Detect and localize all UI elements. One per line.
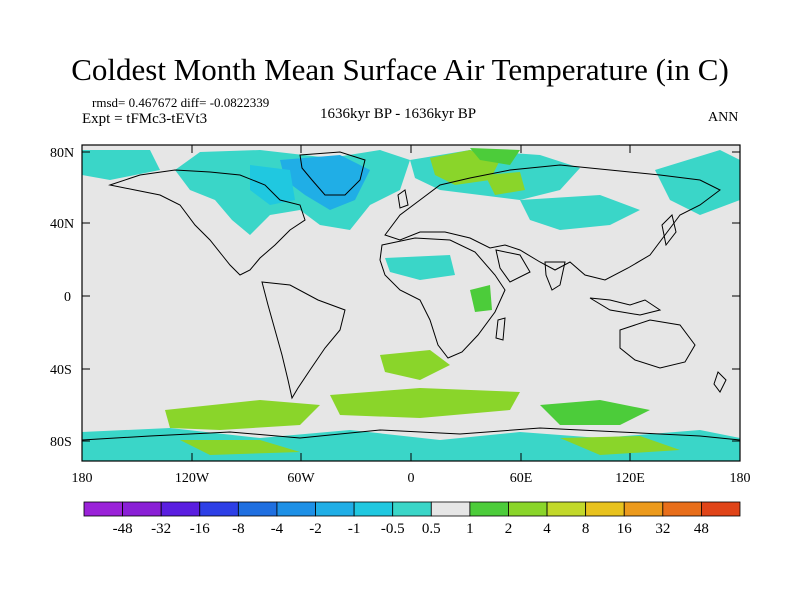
lon-label-60w: 60W xyxy=(287,471,315,486)
colorbar: -48 -32 -16 -8 -4 -2 -1 -0.5 0.5 1 2 4 8 16 32 48 xyxy=(83,501,741,537)
coast-south-america xyxy=(261,281,346,400)
lon-label-180e: 180 xyxy=(730,471,751,486)
anomaly-patch-canada xyxy=(250,165,295,205)
colorbar-box xyxy=(430,501,471,517)
colorbar-box xyxy=(392,501,432,517)
stats-label: rmsd= 0.467672 diff= -0.0822339 xyxy=(92,95,270,110)
experiment-label: Expt = tFMc3-tEVt3 xyxy=(82,111,208,127)
lat-label-0: 0 xyxy=(64,290,71,305)
colorbar-label: -0.5 xyxy=(381,521,405,537)
lat-label-40n: 40N xyxy=(50,217,74,232)
anomaly-patches xyxy=(82,148,740,461)
anomaly-patch-sahara xyxy=(385,255,455,280)
colorbar-box xyxy=(276,501,316,517)
anomaly-patch-so-indian xyxy=(540,400,650,425)
coast-india xyxy=(544,261,566,291)
coastlines xyxy=(81,151,741,441)
period-label: 1636kyr BP - 1636kyr BP xyxy=(320,106,477,122)
colorbar-box xyxy=(662,501,702,517)
colorbar-box xyxy=(623,501,664,517)
lon-label-120w: 120W xyxy=(175,471,210,486)
coast-north-america xyxy=(108,169,306,276)
map-area: 80N 40N 0 40S 80S 180 120W 60W 0 60E 120… xyxy=(50,144,751,486)
colorbar-label: -32 xyxy=(151,521,171,537)
lon-label-60e: 60E xyxy=(510,471,533,486)
colorbar-box xyxy=(353,501,394,517)
coast-new-zealand xyxy=(713,371,727,393)
lon-label-120e: 120E xyxy=(615,471,645,486)
coast-greenland xyxy=(299,151,366,196)
anomaly-patch-so-atlantic xyxy=(330,388,520,418)
anomaly-patch-pacific-north xyxy=(655,150,740,215)
axis-ticks xyxy=(82,145,740,461)
colorbar-box xyxy=(237,501,278,517)
colorbar-label: -8 xyxy=(232,521,245,537)
anomaly-patch-so-pacific xyxy=(165,400,320,430)
lon-label-180w: 180 xyxy=(72,471,93,486)
anomaly-patch-asia xyxy=(520,195,640,230)
anomaly-patch-kara xyxy=(470,148,520,165)
coast-indonesia xyxy=(589,297,662,316)
coast-australia xyxy=(619,319,696,369)
colorbar-label: -1 xyxy=(348,521,361,537)
chart-title: Coldest Month Mean Surface Air Temperatu… xyxy=(71,52,729,87)
anomaly-patch-antarctic-green-2 xyxy=(560,436,680,455)
colorbar-box xyxy=(315,501,355,517)
anomaly-patch-siberia xyxy=(485,172,525,195)
colorbar-label: 48 xyxy=(694,521,709,537)
colorbar-box xyxy=(160,501,201,517)
colorbar-box xyxy=(546,501,587,517)
anomaly-patch-antarctic-green xyxy=(180,440,300,455)
colorbar-box xyxy=(122,501,162,517)
colorbar-box xyxy=(585,501,625,517)
coast-eurasia xyxy=(384,164,721,281)
colorbar-box xyxy=(199,501,239,517)
coast-antarctica xyxy=(81,427,741,441)
colorbar-label: -48 xyxy=(113,521,133,537)
colorbar-box xyxy=(83,501,123,517)
anomaly-patch-so-south-atlantic xyxy=(380,350,450,380)
coast-arabia xyxy=(495,249,531,283)
coast-japan xyxy=(661,214,677,247)
coast-uk xyxy=(397,189,409,209)
coast-africa xyxy=(379,237,506,359)
anomaly-patch-alaska xyxy=(82,150,160,180)
lon-label-0: 0 xyxy=(408,471,415,486)
colorbar-label: 4 xyxy=(543,521,551,537)
colorbar-box xyxy=(469,501,509,517)
colorbar-label: -16 xyxy=(190,521,210,537)
lat-label-80n: 80N xyxy=(50,146,74,161)
colorbar-label: 0.5 xyxy=(422,521,441,537)
colorbar-label: 16 xyxy=(617,521,633,537)
colorbar-label: -2 xyxy=(309,521,322,537)
colorbar-label: 8 xyxy=(582,521,590,537)
lat-label-80s: 80S xyxy=(50,435,72,450)
colorbar-label: -4 xyxy=(271,521,284,537)
colorbar-label: 2 xyxy=(505,521,513,537)
colorbar-box xyxy=(508,501,548,517)
colorbar-box xyxy=(701,501,741,517)
season-label: ANN xyxy=(708,110,739,125)
lat-label-40s: 40S xyxy=(50,363,72,378)
colorbar-label: 32 xyxy=(655,521,670,537)
anomaly-patch-east-africa xyxy=(470,285,492,312)
colorbar-label: 1 xyxy=(466,521,474,537)
coast-madagascar xyxy=(495,317,506,341)
